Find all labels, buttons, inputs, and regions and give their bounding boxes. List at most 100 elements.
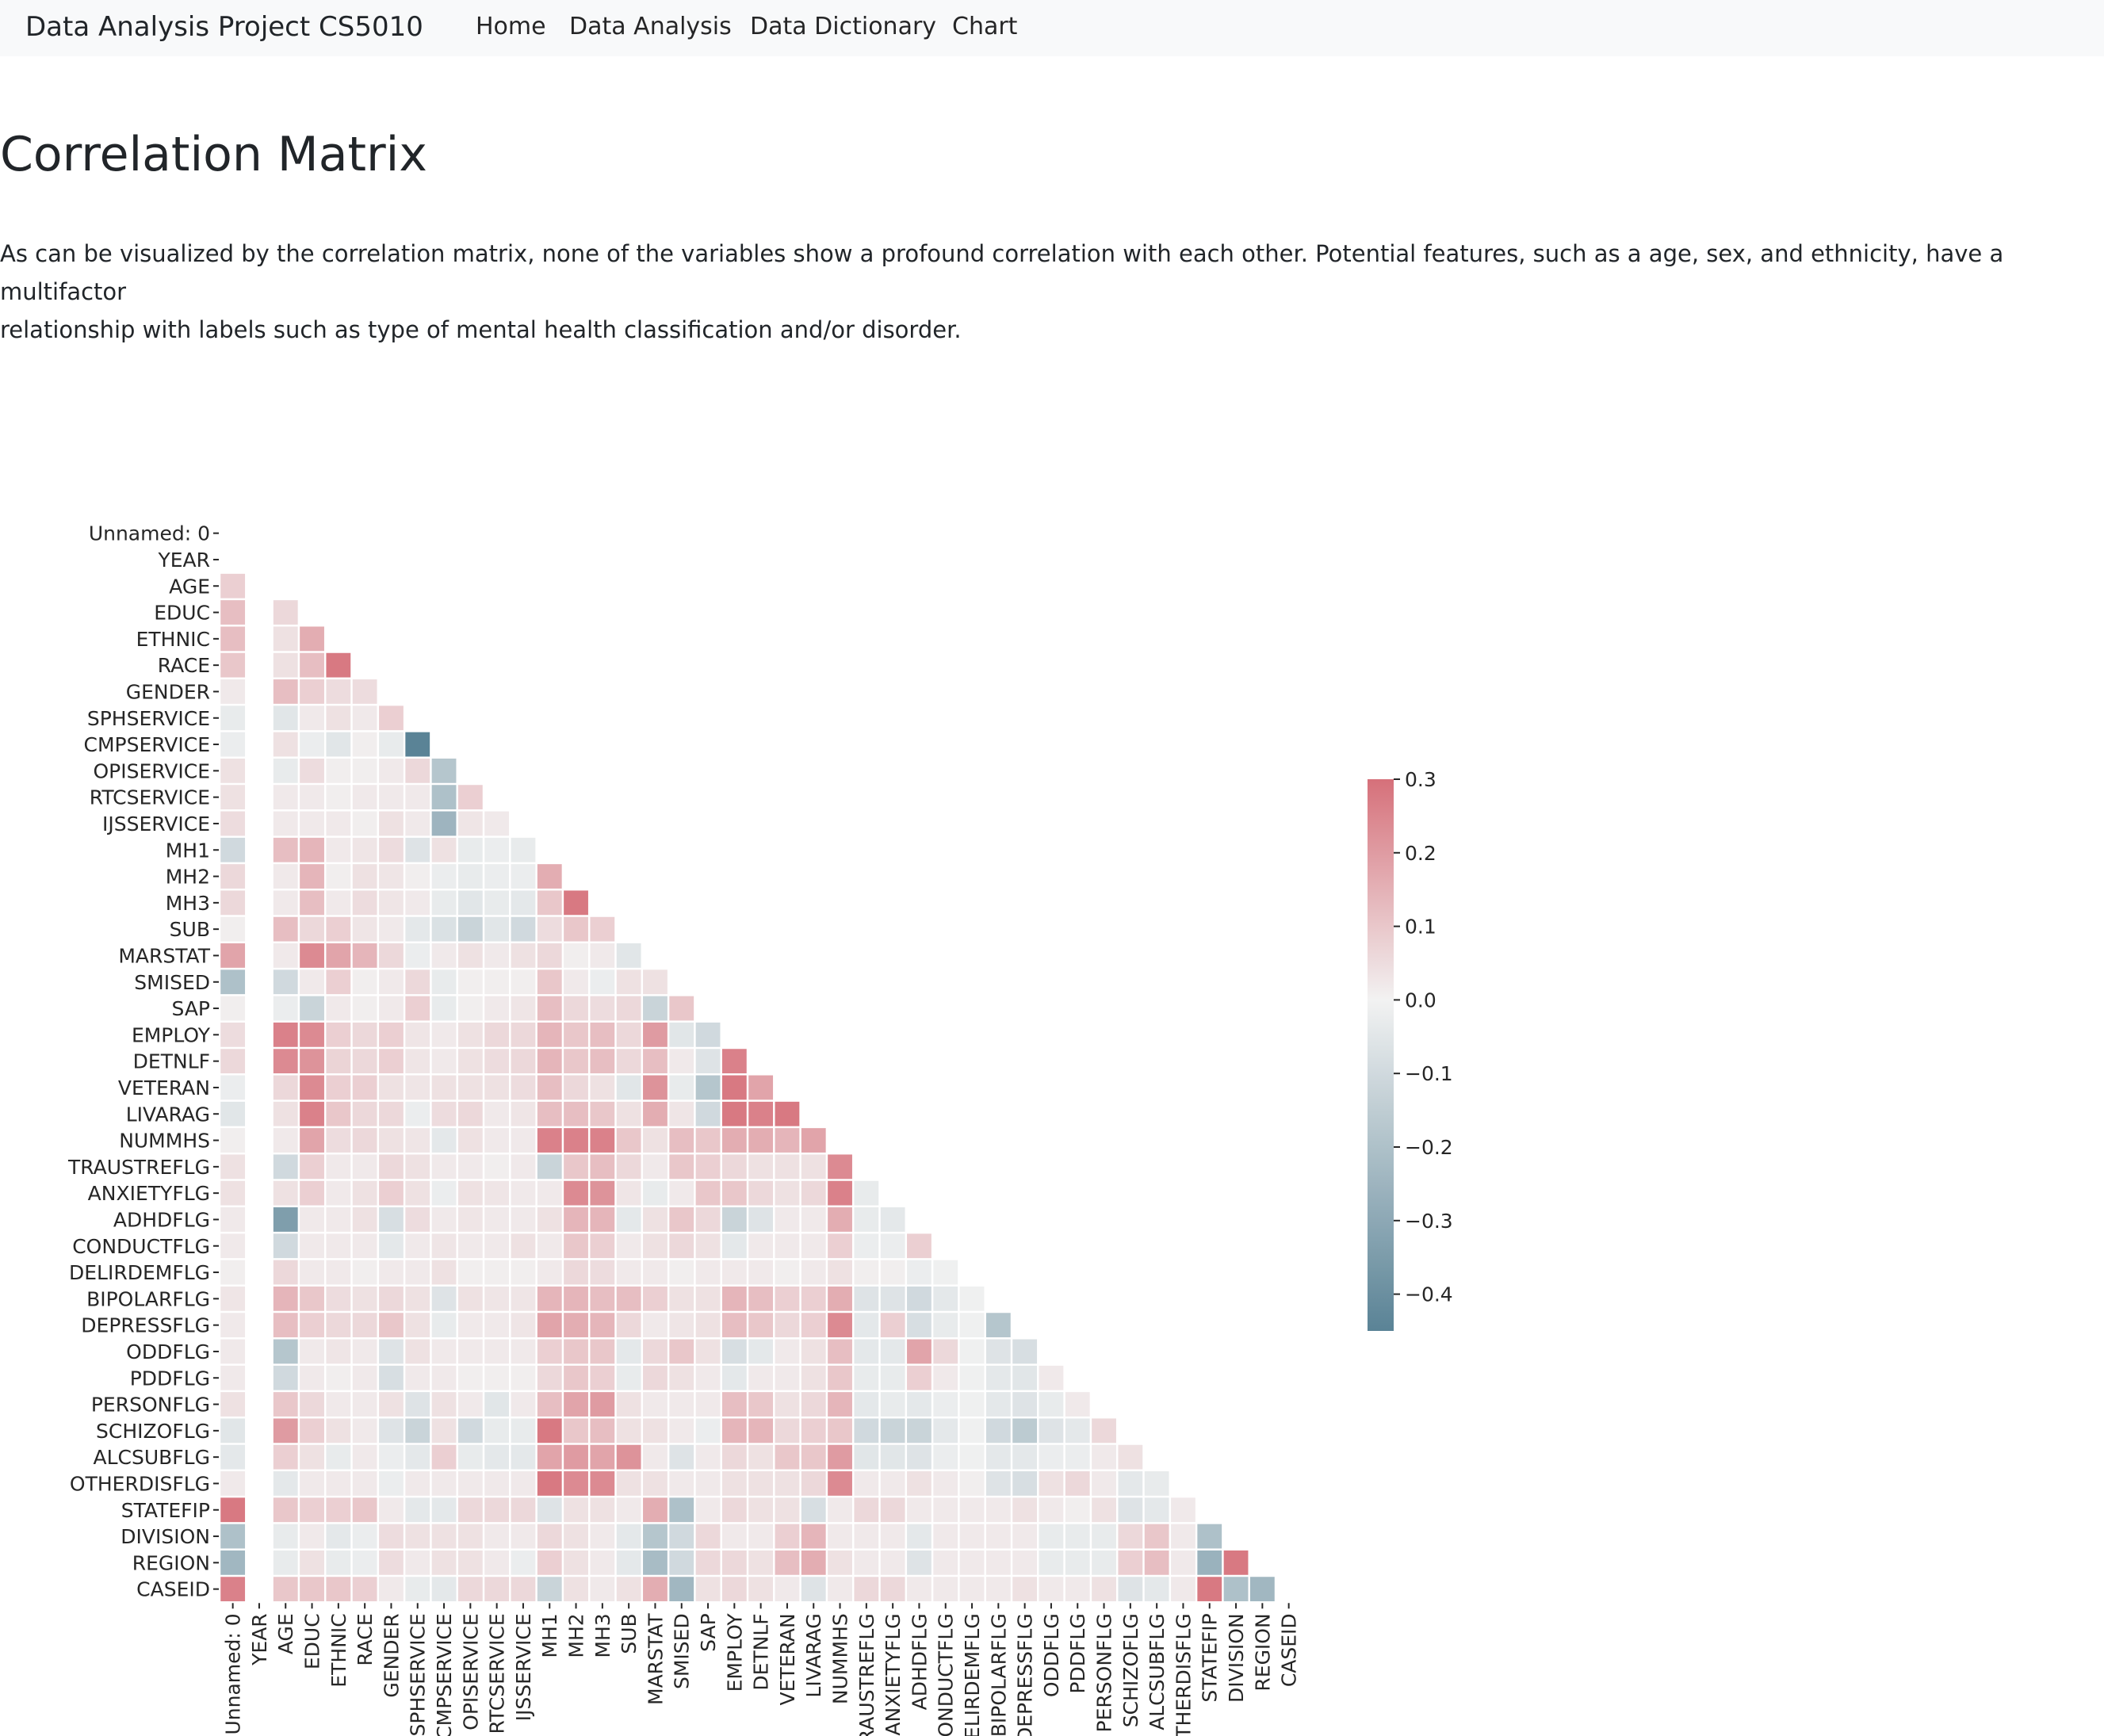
heatmap-cell [300,864,324,889]
heatmap-cell [721,1154,747,1180]
nav-link-data-dictionary[interactable]: Data Dictionary [750,13,937,40]
heatmap-cell [484,1577,510,1602]
x-tick-label: ANXIETYFLG [882,1613,905,1735]
heatmap-cell [273,705,298,731]
x-tick-label: GENDER [380,1613,403,1697]
heatmap-cell [300,1497,324,1523]
heatmap-cell [484,1365,510,1390]
heatmap-cell [643,1207,668,1232]
heatmap-cell [907,1577,931,1602]
nav-link-chart[interactable]: Chart [952,13,1018,40]
heatmap-cell [590,1049,615,1074]
x-tick-label: BIPOLARFLG [987,1613,1010,1736]
heatmap-cell [537,1286,562,1311]
heatmap-cell [933,1365,958,1390]
heatmap-cell [457,1550,483,1575]
heatmap-cell [379,732,404,757]
heatmap-cell [352,1207,377,1232]
heatmap-cell [220,1049,246,1074]
heatmap-cell [985,1418,1011,1443]
heatmap-cell [352,969,377,995]
heatmap-cell [300,969,324,995]
heatmap-cell [985,1392,1011,1417]
heatmap-cell [854,1233,879,1259]
heatmap-cell [590,1075,615,1100]
heatmap-cell [273,916,298,942]
heatmap-cell [484,1260,510,1285]
y-tick-label: ALCSUBFLG [94,1446,211,1469]
heatmap-cell [1065,1550,1090,1575]
heatmap-cell [1118,1471,1143,1496]
heatmap-cell [854,1444,879,1470]
y-tick-label: MH1 [166,839,210,862]
heatmap-cell [379,969,404,995]
heatmap-cell [854,1392,879,1417]
heatmap-cell [220,785,246,810]
heatmap-cell [1012,1550,1038,1575]
heatmap-cell [695,1101,721,1126]
heatmap-cell [854,1524,879,1549]
heatmap-cell [537,1471,562,1496]
heatmap-cell [326,785,351,810]
heatmap-cell [880,1471,905,1496]
heatmap-cell [220,1233,246,1259]
y-tick-label: ADHDFLG [113,1208,210,1231]
heatmap-cell [300,1392,324,1417]
heatmap-cell [352,837,377,862]
heatmap-cell [748,1313,774,1338]
heatmap-cell [564,1365,588,1390]
heatmap-cell [379,916,404,942]
heatmap-cell [721,1101,747,1126]
heatmap-cell [352,758,377,783]
x-tick-label: SPHSERVICE [407,1613,430,1736]
heatmap-cell [457,943,483,968]
heatmap-cell [457,1392,483,1417]
colorbar-tick-label: 0.3 [1405,768,1436,791]
heatmap-cell [616,1524,641,1549]
nav-link-data-analysis[interactable]: Data Analysis [569,13,732,40]
page-title: Correlation Matrix [0,127,427,182]
y-tick-label: NUMMHS [119,1130,210,1153]
heatmap-cell [590,1180,615,1206]
heatmap-cell [326,705,351,731]
heatmap-cell [959,1392,985,1417]
heatmap-cell [801,1497,826,1523]
heatmap-cell [511,1365,536,1390]
heatmap-cell [801,1128,826,1153]
heatmap-cell [933,1418,958,1443]
heatmap-cell [457,1207,483,1232]
colorbar [1368,779,1394,1331]
heatmap-cell [801,1180,826,1206]
heatmap-cell [1092,1550,1116,1575]
heatmap-cell [775,1444,800,1470]
heatmap-cell [300,1049,324,1074]
x-tick-label: IJSSERVICE [512,1613,535,1721]
heatmap-cell [828,1339,852,1364]
heatmap-cell [801,1524,826,1549]
heatmap-cell [273,679,298,704]
heatmap-cell [326,758,351,783]
heatmap-cell [352,785,377,810]
heatmap-cell [405,1049,430,1074]
heatmap-cell [273,1550,298,1575]
heatmap-cell [985,1339,1011,1364]
heatmap-cell [326,1049,351,1074]
heatmap-cell [326,1154,351,1180]
heatmap-cell [379,1180,404,1206]
heatmap-cell [352,1049,377,1074]
heatmap-cell [220,1075,246,1100]
heatmap-cell [590,1313,615,1338]
heatmap-cell [405,1313,430,1338]
heatmap-cell [484,1180,510,1206]
navbar-brand[interactable]: Data Analysis Project CS5010 [25,11,423,43]
x-tick-label: MH1 [538,1613,561,1658]
heatmap-cell [484,1418,510,1443]
heatmap-cell [748,1497,774,1523]
heatmap-cell [273,1207,298,1232]
heatmap-cell [220,573,246,598]
heatmap-cell [484,1524,510,1549]
y-tick-label: OTHERDISFLG [70,1472,210,1495]
nav-link-home[interactable]: Home [476,13,546,40]
heatmap-cell [1197,1550,1222,1575]
heatmap-cell [933,1286,958,1311]
